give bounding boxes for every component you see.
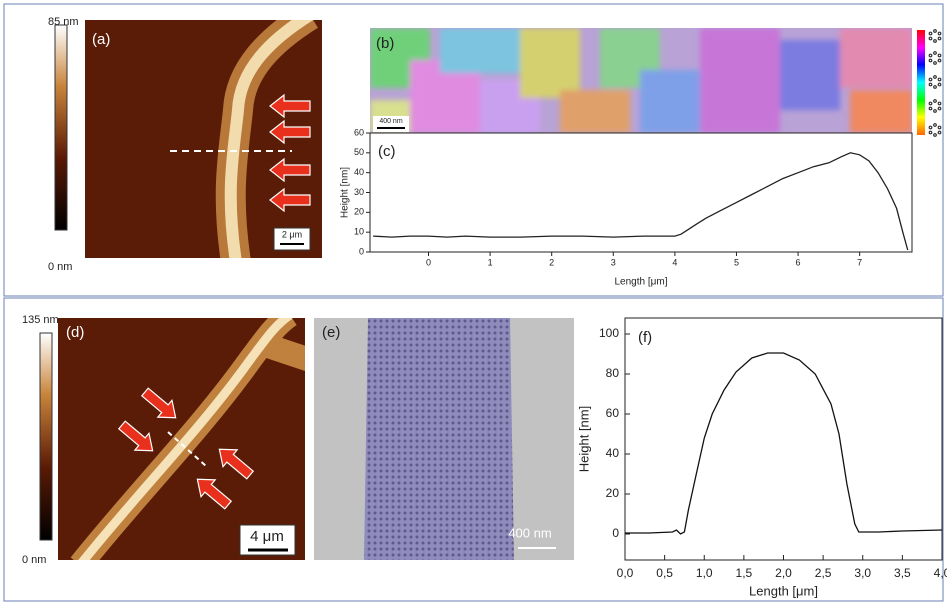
orientation-map <box>370 28 942 137</box>
afm-image-d <box>58 318 305 560</box>
plot-frame <box>369 132 913 253</box>
colorbar-min: 0 nm <box>48 261 72 273</box>
colorbar <box>54 24 68 231</box>
colorbar-min: 0 nm <box>22 554 46 566</box>
y-tick-label: 0 <box>612 526 619 540</box>
x-tick-label: 5 <box>734 257 739 267</box>
x-tick-label: 2,0 <box>775 566 792 580</box>
y-tick-label: 20 <box>354 207 364 217</box>
y-tick-label: 50 <box>354 147 364 157</box>
x-tick-label: 7 <box>857 257 862 267</box>
x-tick-label: 4,0 <box>934 566 947 580</box>
x-tick-label: 0 <box>426 257 431 267</box>
plot-frame <box>624 317 943 561</box>
x-tick-label: 3,5 <box>894 566 911 580</box>
line-series <box>373 152 909 251</box>
x-axis-label: Length [μm] <box>614 277 667 288</box>
x-tick-label: 3,0 <box>854 566 871 580</box>
x-tick-label: 0,0 <box>617 566 634 580</box>
panel-label: (b) <box>376 35 394 52</box>
colorbar <box>39 332 53 541</box>
line-series <box>625 352 943 535</box>
x-tick-label: 6 <box>796 257 801 267</box>
x-tick-label: 3 <box>611 257 616 267</box>
y-axis-label: Height [nm] <box>340 167 351 218</box>
x-tick-label: 0,5 <box>656 566 673 580</box>
y-tick-label: 40 <box>606 446 620 460</box>
x-tick-label: 2,5 <box>815 566 832 580</box>
y-tick-label: 20 <box>606 486 620 500</box>
y-tick-label: 10 <box>354 227 364 237</box>
y-axis-label: Height [nm] <box>576 406 591 472</box>
y-tick-label: 0 <box>359 246 364 256</box>
panel-label: (c) <box>378 143 396 160</box>
x-tick-label: 1,5 <box>736 566 753 580</box>
colorbar-max: 85 nm <box>48 16 79 28</box>
panel-label: (d) <box>66 324 84 341</box>
sem-image <box>314 318 574 560</box>
scale-bar-label: 2 μm <box>282 229 302 239</box>
scale-bar-label: 400 nm <box>508 525 551 540</box>
panel-label: (a) <box>92 31 110 48</box>
scale-bar-label: 4 μm <box>250 528 284 545</box>
x-tick-label: 2 <box>549 257 554 267</box>
panel-border <box>3 3 944 297</box>
afm-image-a <box>85 20 322 258</box>
scale-bar-label: 400 nm <box>379 118 403 125</box>
x-axis-label: Length [μm] <box>749 583 818 598</box>
x-tick-label: 4 <box>672 257 677 267</box>
x-tick-label: 1 <box>488 257 493 267</box>
y-tick-label: 60 <box>606 406 620 420</box>
y-tick-label: 60 <box>354 127 364 137</box>
y-tick-label: 30 <box>354 187 364 197</box>
y-tick-label: 40 <box>354 167 364 177</box>
panel-border <box>3 297 944 602</box>
x-tick-label: 1,0 <box>696 566 713 580</box>
y-tick-label: 80 <box>606 366 620 380</box>
colorbar-max: 135 nm <box>22 314 59 326</box>
panel-label: (e) <box>322 324 340 341</box>
y-tick-label: 100 <box>599 326 619 340</box>
panel-label: (f) <box>638 329 652 346</box>
